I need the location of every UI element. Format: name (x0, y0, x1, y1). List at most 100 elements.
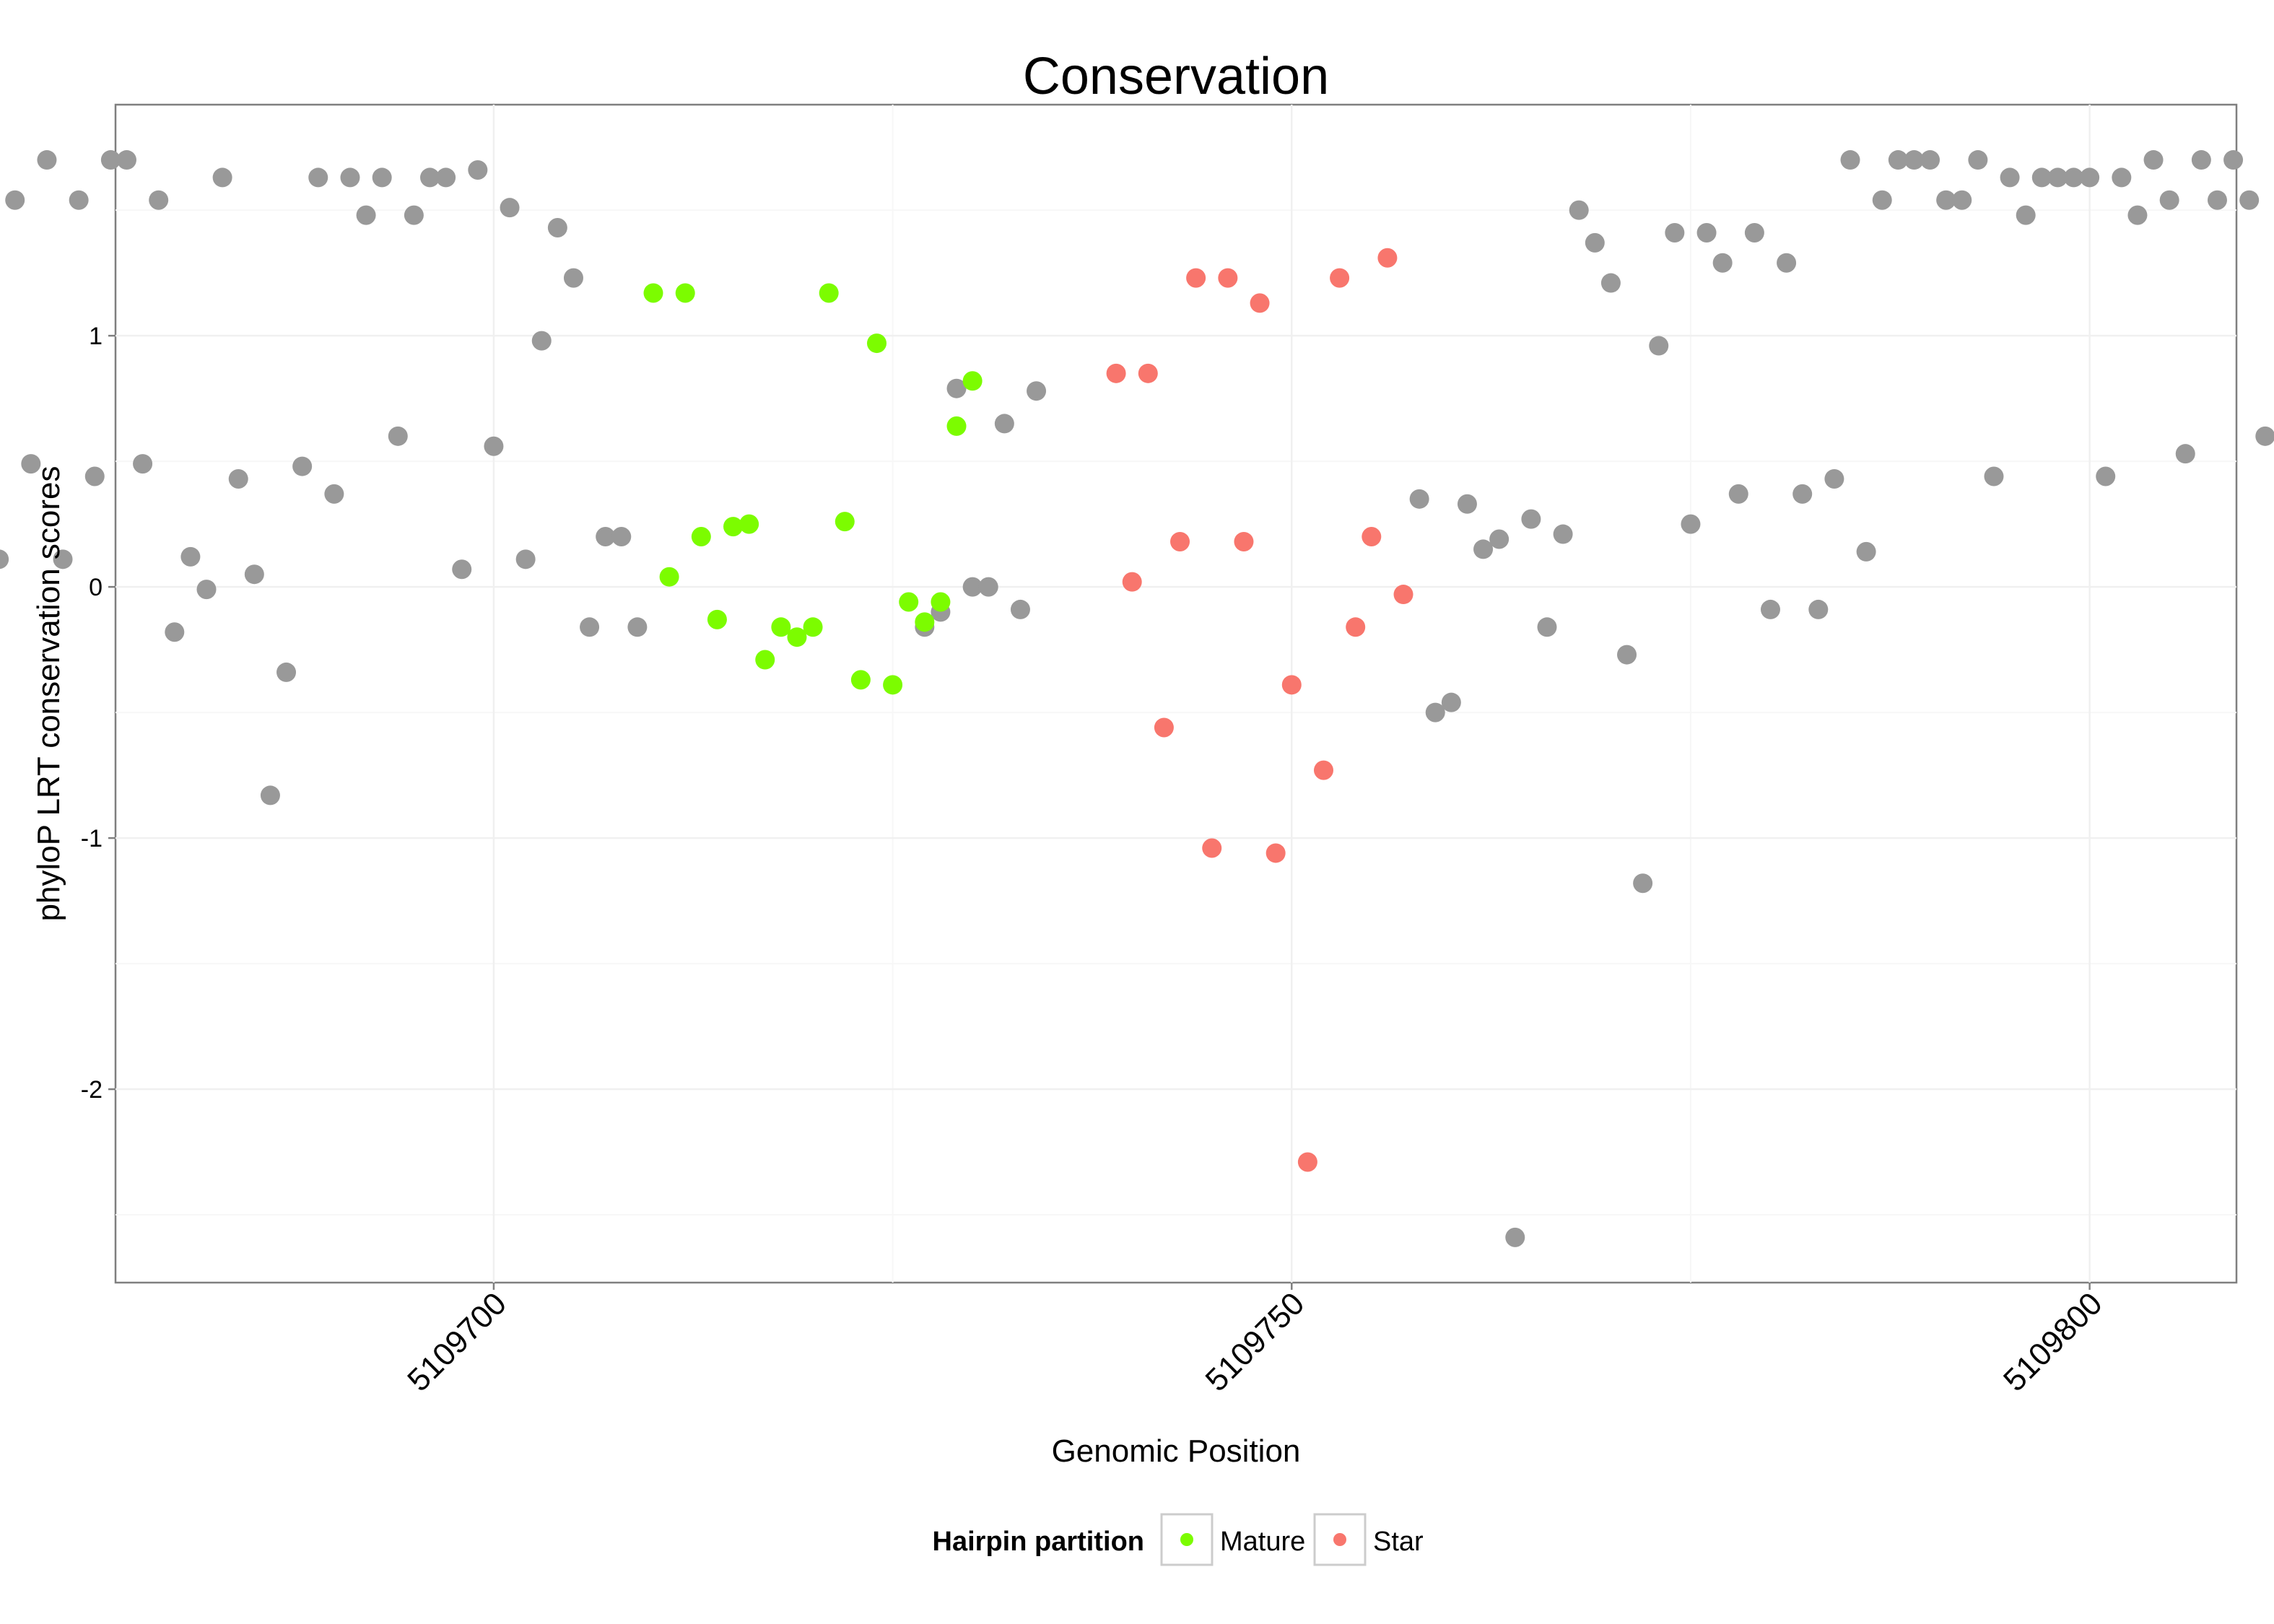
point-other (1984, 466, 2004, 486)
point-other (292, 456, 313, 476)
point-other (436, 167, 456, 188)
point-other (1728, 484, 1748, 504)
point-star (1362, 527, 1382, 547)
point-other (2127, 205, 2148, 225)
point-other (1027, 381, 1047, 401)
point-other (1409, 489, 1429, 509)
y-tick-label: 0 (89, 574, 103, 601)
point-other (2047, 167, 2068, 188)
point-other (994, 414, 1014, 434)
point-other (420, 167, 440, 188)
point-star (1234, 531, 1254, 551)
point-star (1393, 585, 1413, 605)
point-other (2000, 167, 2020, 188)
point-star (1330, 268, 1350, 288)
point-other (180, 546, 201, 567)
point-other (2159, 190, 2179, 210)
point-star (1281, 675, 1302, 695)
y-axis: -2 -1 0 1 (81, 323, 116, 1104)
x-axis: 5109700 5109750 5109800 (401, 1283, 2109, 1398)
point-other (468, 160, 488, 180)
data-points (0, 150, 2274, 1247)
point-star (1138, 363, 1158, 383)
point-other (100, 150, 121, 170)
legend-label-mature: Mature (1220, 1527, 1305, 1557)
point-mature (883, 675, 903, 695)
point-other (53, 549, 73, 569)
point-other (388, 426, 408, 446)
point-other (324, 484, 344, 504)
legend-title: Hairpin partition (933, 1527, 1144, 1557)
point-star (1346, 617, 1366, 637)
point-other (1617, 645, 1637, 665)
legend-key-mature-dot (1180, 1533, 1193, 1546)
point-other (531, 331, 552, 351)
point-other (1489, 529, 1510, 549)
point-star (1377, 248, 1398, 268)
point-mature (675, 283, 695, 303)
point-mature (707, 609, 727, 629)
point-star (1154, 717, 1174, 738)
point-other (1537, 617, 1557, 637)
point-star (1170, 531, 1190, 551)
point-other (2080, 167, 2100, 188)
point-other (2191, 150, 2211, 170)
point-other (1585, 232, 1605, 253)
point-mature (691, 527, 711, 547)
point-other (5, 190, 25, 210)
point-other (1600, 273, 1621, 293)
point-mature (819, 283, 839, 303)
point-other (611, 527, 632, 547)
x-axis-title: Genomic Position (1052, 1433, 1301, 1469)
point-other (244, 564, 264, 585)
chart-title: Conservation (1023, 48, 1329, 105)
x-tick-label: 5109750 (1199, 1285, 1312, 1398)
point-other (1952, 190, 1972, 210)
point-other (1777, 253, 1797, 273)
point-star (1218, 268, 1238, 288)
point-other (116, 150, 136, 170)
point-other (276, 662, 297, 682)
point-other (2096, 466, 2116, 486)
point-other (580, 617, 600, 637)
point-other (1010, 599, 1030, 619)
point-other (596, 527, 616, 547)
point-mature (866, 333, 886, 354)
point-mature (787, 627, 807, 647)
point-mature (755, 650, 775, 670)
point-other (404, 205, 424, 225)
point-other (2255, 426, 2274, 446)
point-other (212, 167, 232, 188)
point-other (1553, 524, 1573, 544)
point-other (1888, 150, 1908, 170)
point-mature (643, 283, 663, 303)
point-other (1505, 1227, 1525, 1247)
point-other (563, 268, 583, 288)
point-star (1265, 843, 1286, 863)
point-other (627, 617, 648, 637)
x-tick-label: 5109700 (401, 1285, 513, 1398)
point-other (1665, 222, 1685, 243)
point-other (2064, 167, 2084, 188)
point-other (1633, 873, 1653, 894)
point-mature (962, 371, 983, 391)
point-other (946, 378, 967, 398)
point-other (1968, 150, 1988, 170)
y-axis-title: phyloP LRT conservation scores (31, 466, 66, 921)
y-tick-label: 1 (89, 323, 103, 350)
point-other (1712, 253, 1733, 273)
point-star (1313, 760, 1333, 780)
x-tick-label: 5109800 (1997, 1285, 2109, 1398)
point-other (515, 549, 536, 569)
point-star (1297, 1152, 1317, 1172)
point-other (1425, 702, 1445, 722)
point-other (1904, 150, 1924, 170)
point-other (2016, 205, 2036, 225)
point-other (1760, 599, 1780, 619)
point-other (1872, 190, 1892, 210)
point-other (547, 218, 567, 238)
point-mature (659, 567, 679, 587)
point-other (2031, 167, 2052, 188)
point-other (2175, 444, 2195, 464)
